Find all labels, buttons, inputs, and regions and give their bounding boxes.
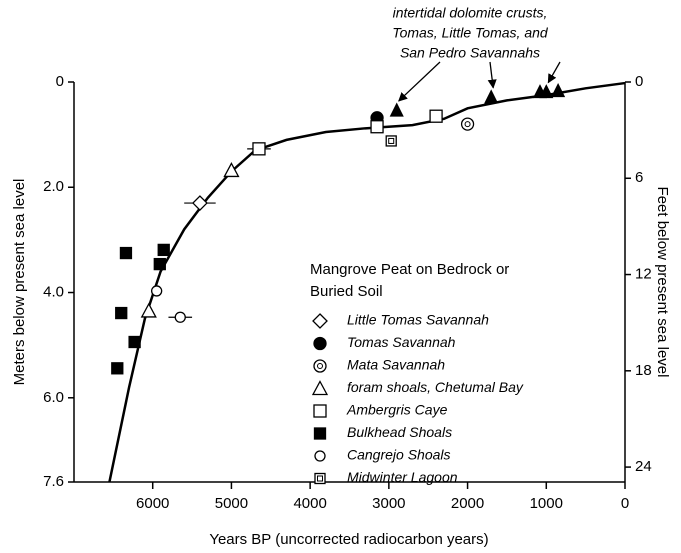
marker-triangle: [551, 83, 566, 98]
y2-tick-label: 0: [635, 73, 643, 90]
marker-square: [157, 243, 170, 257]
marker-square: [115, 306, 128, 320]
x-axis-label: Years BP (uncorrected radiocarbon years): [209, 531, 488, 548]
annotation: San Pedro Savannahs: [400, 45, 540, 61]
y-tick-label: 2.0: [43, 178, 64, 195]
marker-square: [119, 246, 133, 260]
legend-title: Buried Soil: [310, 283, 383, 300]
marker-square: [252, 142, 266, 156]
legend-label: foram shoals, Chetumal Bay: [347, 379, 524, 395]
y2-tick-label: 24: [635, 458, 652, 475]
legend-label: Mata Savannah: [347, 357, 445, 373]
sea-level-curve: [108, 81, 626, 483]
y-axis-label: Meters below present sea level: [11, 179, 28, 386]
y-tick-label: 4.0: [43, 283, 64, 300]
marker-circle: [174, 311, 186, 323]
legend-label: Bulkhead Shoals: [347, 424, 452, 440]
y-tick-label: 6.0: [43, 389, 64, 406]
legend-label: Midwinter Lagoon: [347, 469, 458, 485]
x-tick-label: 1000: [530, 495, 563, 512]
marker-inner: [317, 363, 323, 369]
marker-square: [314, 472, 326, 485]
y2-tick-label: 18: [635, 362, 652, 379]
marker-triangle: [223, 162, 240, 178]
marker-circle: [150, 285, 163, 297]
marker-square: [370, 120, 384, 134]
annotation-arrow: [547, 61, 561, 84]
marker-square: [385, 135, 397, 147]
marker-circle: [460, 117, 475, 131]
marker-triangle: [389, 102, 404, 117]
marker-diamond: [192, 195, 208, 211]
legend-label: Tomas Savannah: [347, 334, 456, 350]
marker-square: [313, 404, 327, 418]
marker-triangle: [539, 84, 554, 99]
marker-triangle: [484, 89, 499, 104]
marker-square: [313, 427, 327, 440]
x-tick-label: 2000: [451, 495, 484, 512]
marker-circle: [313, 359, 327, 373]
marker-square: [429, 109, 443, 123]
legend-label: Little Tomas Savannah: [347, 312, 489, 328]
legend-title: Mangrove Peat on Bedrock or: [310, 261, 509, 278]
marker-diamond: [312, 313, 328, 329]
marker-circle: [314, 450, 326, 462]
marker-square: [153, 257, 166, 271]
marker-circle: [313, 336, 327, 351]
legend-label: Ambergris Caye: [346, 402, 448, 418]
y-tick-label: 7.6: [43, 473, 64, 490]
marker-square: [111, 362, 124, 375]
legend-label: Cangrejo Shoals: [347, 447, 451, 463]
marker-triangle: [140, 302, 157, 318]
y2-tick-label: 12: [635, 266, 652, 283]
marker-inner: [464, 121, 471, 128]
annotation-arrow: [487, 61, 497, 89]
annotation-arrow: [398, 61, 441, 102]
marker-triangle: [311, 380, 329, 396]
x-tick-label: 4000: [293, 495, 326, 512]
x-tick-label: 6000: [136, 495, 169, 512]
y2-axis-label: Feet below present sea level: [654, 187, 671, 378]
y-tick-label: 0: [56, 73, 64, 90]
x-tick-label: 3000: [372, 495, 405, 512]
marker-inner: [388, 137, 395, 144]
annotation: intertidal dolomite crusts,: [393, 5, 548, 21]
x-tick-label: 5000: [215, 495, 248, 512]
marker-inner: [317, 475, 323, 482]
x-tick-label: 0: [621, 495, 629, 512]
marker-square: [128, 335, 141, 349]
y2-tick-label: 6: [635, 169, 643, 186]
annotation: Tomas, Little Tomas, and: [392, 25, 549, 41]
